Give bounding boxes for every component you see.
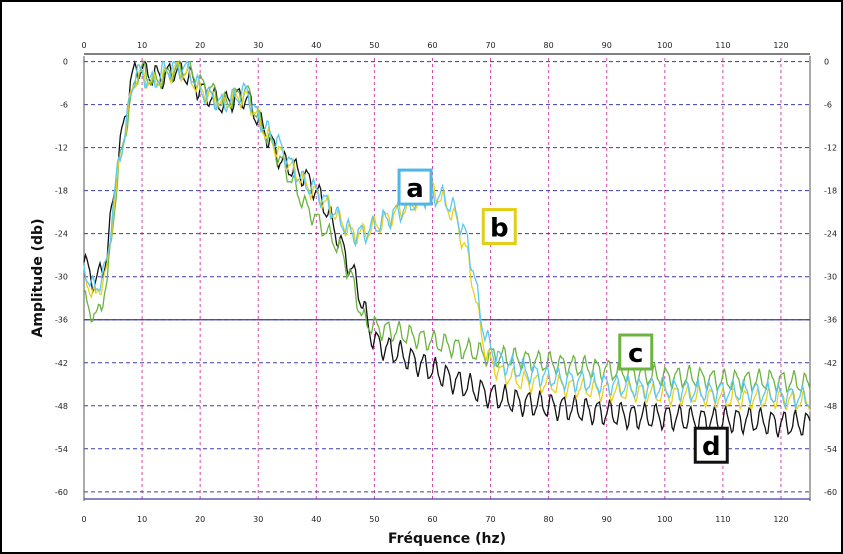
x-tick-label-bottom: 50 — [369, 515, 379, 524]
y-tick-label-right: -54 — [824, 445, 837, 454]
y-tick-label-right: -18 — [824, 187, 837, 196]
tick-labels: 0 0 10 10 20 20 30 30 40 40 50 50 60 60 70 70 80 80 90 90 10… — [55, 41, 837, 524]
y-tick-label-right: -30 — [824, 273, 837, 282]
y-tick-label-left: -60 — [55, 488, 68, 497]
y-tick-label-left: -24 — [55, 230, 68, 239]
y-tick-label-right: -36 — [824, 316, 837, 325]
x-tick-label-top: 40 — [311, 41, 321, 50]
y-tick-label-right: 0 — [824, 58, 829, 67]
y-axis-title: Amplitude (db) — [30, 219, 46, 338]
x-tick-label-top: 120 — [773, 41, 788, 50]
series-line-a — [83, 60, 811, 411]
x-tick-label-bottom: 120 — [773, 515, 788, 524]
y-tick-label-left: -36 — [55, 316, 68, 325]
series-lines — [83, 59, 811, 438]
y-tick-label-right: -42 — [824, 359, 837, 368]
x-tick-label-top: 50 — [369, 41, 379, 50]
y-tick-label-right: -12 — [824, 144, 837, 153]
y-tick-label-left: -18 — [55, 187, 68, 196]
annotation-box-a — [397, 168, 433, 206]
x-tick-label-top: 110 — [715, 41, 730, 50]
x-tick-label-bottom: 40 — [311, 515, 321, 524]
series-line-d — [83, 60, 811, 438]
x-tick-label-top: 0 — [81, 41, 86, 50]
y-tick-label-right: -6 — [824, 101, 832, 110]
x-tick-label-top: 70 — [485, 41, 495, 50]
annotation-label-b: b — [490, 214, 509, 244]
x-tick-label-top: 20 — [195, 41, 205, 50]
x-tick-label-bottom: 110 — [715, 515, 730, 524]
x-tick-label-bottom: 90 — [602, 515, 612, 524]
annotation-label-c: c — [628, 339, 643, 369]
y-tick-label-left: -12 — [55, 144, 68, 153]
annotations: a b c d — [397, 168, 729, 464]
y-tick-label-left: -54 — [55, 445, 68, 454]
y-tick-label-left: -30 — [55, 273, 68, 282]
y-tick-label-left: 0 — [63, 58, 68, 67]
x-tick-label-bottom: 100 — [657, 515, 672, 524]
x-tick-label-top: 30 — [253, 41, 263, 50]
annotation-box-c — [618, 333, 654, 371]
annotation-box-b — [481, 208, 517, 246]
x-tick-label-top: 90 — [602, 41, 612, 50]
series-line-b — [83, 62, 811, 412]
annotation-label-a: a — [406, 174, 424, 204]
x-tick-label-bottom: 30 — [253, 515, 263, 524]
y-tick-label-left: -48 — [55, 402, 68, 411]
y-tick-label-right: -24 — [824, 230, 837, 239]
x-tick-label-bottom: 60 — [427, 515, 437, 524]
y-tick-label-right: -48 — [824, 402, 837, 411]
x-tick-label-bottom: 80 — [544, 515, 554, 524]
annotation-label-d: d — [702, 432, 721, 462]
x-tick-label-bottom: 70 — [485, 515, 495, 524]
x-tick-label-bottom: 0 — [81, 515, 86, 524]
y-tick-label-left: -6 — [60, 101, 68, 110]
x-tick-label-top: 80 — [544, 41, 554, 50]
x-tick-label-top: 10 — [137, 41, 147, 50]
reference-lines — [84, 319, 810, 500]
x-tick-label-bottom: 10 — [137, 515, 147, 524]
series-line-c — [83, 59, 811, 393]
x-tick-label-bottom: 20 — [195, 515, 205, 524]
y-tick-label-left: -42 — [55, 359, 68, 368]
y-tick-label-right: -60 — [824, 488, 837, 497]
x-tick-label-top: 100 — [657, 41, 672, 50]
annotation-box-d — [693, 426, 729, 464]
x-tick-label-top: 60 — [427, 41, 437, 50]
x-axis-title: Fréquence (hz) — [388, 531, 506, 547]
